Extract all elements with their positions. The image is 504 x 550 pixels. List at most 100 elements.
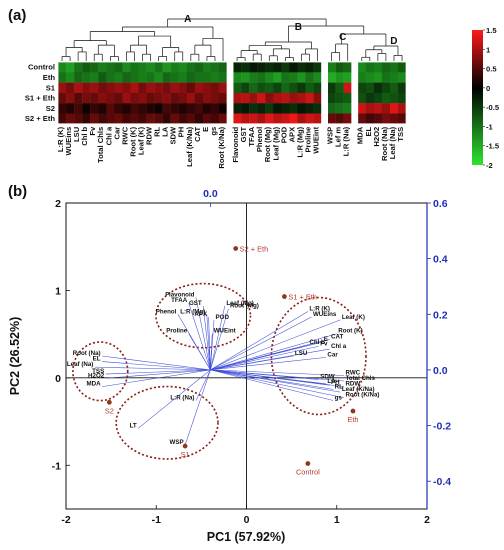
heatmap-cell	[398, 103, 407, 114]
loading-vector	[105, 369, 211, 379]
heatmap-cell	[313, 62, 322, 73]
heatmap-cell	[74, 62, 83, 73]
variable-label: Chl b	[80, 126, 89, 145]
heatmap-cell	[186, 92, 196, 104]
variable-label: Car	[112, 127, 121, 140]
loading-label: L:R (Na)	[170, 395, 194, 402]
loading-label: Fv	[320, 340, 328, 347]
heatmap-cell	[186, 62, 196, 73]
heatmap-cell	[257, 103, 266, 114]
heatmap-cell	[138, 62, 147, 73]
heatmap-cell	[373, 82, 383, 94]
heatmap-cell	[178, 92, 187, 104]
heatmap-cell	[130, 92, 139, 104]
loading-vector	[210, 316, 312, 371]
heatmap-cell	[297, 62, 306, 73]
treatment-label: Eth	[43, 73, 56, 82]
x-tick-label: -1	[152, 514, 161, 526]
heatmap-cell	[194, 103, 204, 114]
heatmap-cell	[373, 103, 383, 114]
heatmap-cell	[389, 82, 399, 94]
variable-label: Leaf (K/Na)	[185, 126, 194, 167]
heatmap-cell	[90, 62, 99, 73]
heatmap-cell	[114, 92, 123, 104]
loading-label: H2O2	[88, 372, 105, 379]
heatmap-cell	[162, 113, 171, 124]
heatmap-cell	[74, 82, 83, 94]
treatment-label: Control	[28, 63, 55, 72]
loading-vector	[184, 369, 211, 446]
heatmap-cell	[66, 82, 75, 94]
variable-label: RDW	[145, 126, 154, 145]
heatmap-cell	[130, 82, 139, 94]
heatmap-cell	[58, 103, 67, 114]
heatmap-cell	[241, 82, 250, 94]
heatmap-cell	[249, 103, 258, 114]
heatmap-cell	[313, 82, 322, 94]
variable-label: Proline	[303, 127, 312, 153]
loading-vector	[210, 369, 345, 398]
heatmap-cell	[389, 92, 399, 104]
heatmap-cell	[365, 113, 375, 124]
heatmap-cell	[327, 82, 336, 94]
score-label: S2	[105, 406, 114, 415]
colorbar-tick-label: -1.5	[486, 142, 500, 151]
heatmap-cell	[398, 82, 407, 94]
variable-label: RL	[153, 126, 162, 136]
variable-label: Fv	[88, 126, 97, 136]
heatmap-cell	[90, 113, 99, 124]
heatmap-cell	[249, 62, 258, 73]
heatmap-cell	[58, 82, 67, 94]
heatmap-cell	[335, 92, 344, 104]
heatmap-cell	[202, 103, 212, 114]
heatmap-cell	[313, 72, 322, 83]
loading-label: MDA	[87, 381, 102, 388]
loading-vector	[210, 357, 326, 371]
heatmap-cell	[82, 113, 91, 124]
heatmap-cell	[186, 72, 196, 83]
variable-label: WSP	[326, 127, 335, 144]
heatmap-cell	[82, 72, 91, 83]
heatmap-cell	[154, 72, 163, 83]
cluster-label: D	[390, 36, 397, 47]
loading-label: WUEins	[313, 311, 337, 318]
heatmap-cell	[194, 113, 204, 124]
colorbar-tick-label: -2	[486, 161, 493, 170]
variable-label: TSS	[396, 127, 405, 142]
colorbar-tick-label: 0	[486, 84, 490, 93]
heatmap-cell	[146, 113, 155, 124]
variable-label: Total Chls	[96, 127, 105, 163]
loading-label: Phenol	[156, 308, 177, 315]
heatmap-cell	[74, 92, 83, 104]
heatmap-cell	[154, 92, 163, 104]
loading-vector	[210, 345, 319, 371]
heatmap-cell	[178, 113, 187, 124]
heatmap-cell	[138, 103, 147, 114]
heatmap-cell	[122, 113, 131, 124]
loading-label: EL	[93, 356, 101, 363]
heatmap-cell	[398, 72, 407, 83]
loading-vector	[210, 308, 229, 370]
heatmap-cell	[170, 92, 179, 104]
loading-vector	[208, 317, 211, 370]
heatmap-cell	[98, 72, 107, 83]
variable-label: Flavonoid	[231, 126, 240, 162]
heatmap-cell	[122, 82, 131, 94]
heatmap-cell	[114, 82, 123, 94]
heatmap-cell	[305, 113, 314, 124]
heatmap-cell	[146, 62, 155, 73]
heatmap-cell	[389, 103, 399, 114]
heatmap-cell	[233, 103, 242, 114]
variable-label: WUEins	[64, 127, 73, 156]
heatmap-cell	[357, 113, 366, 124]
heatmap-cell	[257, 113, 266, 124]
heatmap-cell	[373, 62, 383, 73]
heatmap-cell	[241, 92, 250, 104]
heatmap-cell	[90, 103, 99, 114]
heatmap-cell	[257, 82, 266, 94]
score-point	[305, 461, 311, 466]
panel-a-label: (a)	[8, 7, 26, 24]
heatmap-cell	[343, 82, 352, 94]
heatmap-cell	[357, 82, 366, 94]
